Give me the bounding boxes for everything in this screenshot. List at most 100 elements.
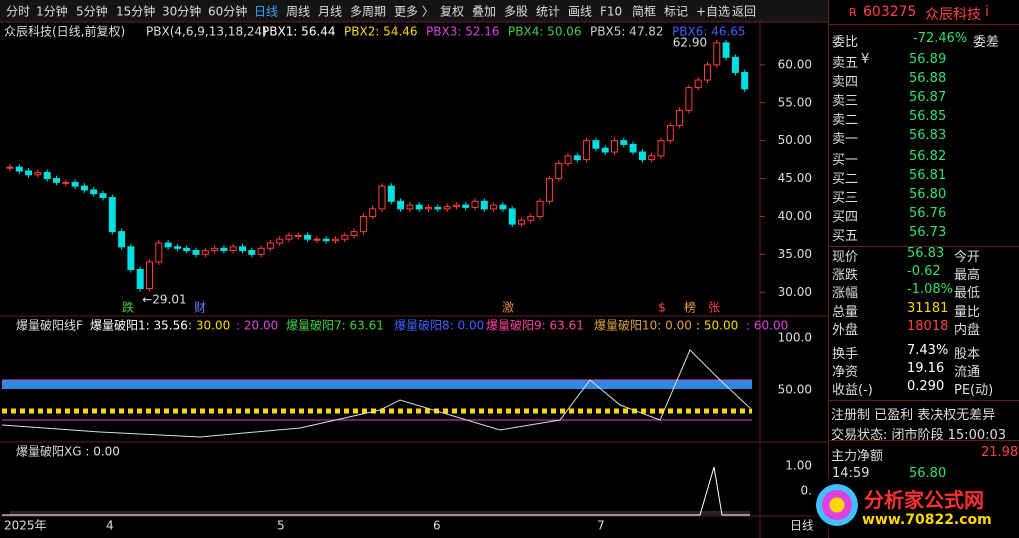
toolbar-button[interactable]: 多股 (504, 5, 528, 19)
low-label: ←29.01 (142, 292, 186, 306)
stat-right: 内盘 (954, 322, 981, 338)
candle (583, 140, 591, 161)
stat-label: 总量 (832, 304, 859, 320)
high-label: 62.90 (673, 35, 707, 49)
candle (490, 204, 498, 210)
chart-title: 众辰科技(日线,前复权) (4, 24, 125, 39)
candle (322, 238, 330, 242)
stat-label: 净资 (832, 365, 859, 381)
quote-panel: R 603275 众辰科技 i 委比 -72.46% 委差 卖五 ¥56.89 卖四 56.88 卖三… (828, 0, 1019, 538)
event-marker: 榜 (684, 300, 696, 315)
toolbar-button[interactable]: 5分钟 (76, 4, 108, 19)
stat-label: 涨跌 (832, 268, 859, 284)
book-price: 56.85 (909, 109, 947, 124)
indicator-value: PBX2: 54.46 (344, 25, 418, 39)
candle (666, 125, 674, 142)
separator (829, 400, 1019, 401)
toolbar-button[interactable]: 月线 (318, 5, 342, 19)
candle (25, 170, 33, 176)
candle (611, 140, 618, 153)
net-label: 主力净额 (831, 449, 884, 464)
candle (173, 246, 181, 249)
watermark-logo (816, 484, 858, 526)
candle (71, 181, 79, 187)
candle (108, 197, 116, 233)
time-label: 5 (277, 519, 285, 533)
candle (313, 238, 321, 241)
candle (350, 231, 358, 236)
indicator-value: PBX3: 52.16 (426, 25, 500, 39)
stat-value: 0.290 (907, 379, 945, 395)
event-marker: $ (658, 301, 666, 315)
toolbar-button[interactable]: 标记 (664, 5, 688, 19)
pane-value: : 20.00 (236, 319, 278, 333)
stat-right: 最低 (954, 286, 981, 302)
toolbar-button[interactable]: 多周期 (350, 5, 386, 19)
indicator-value: PBX1: 56.44 (262, 25, 336, 39)
pane-value: 爆量破阳7: 63.61 (286, 318, 384, 333)
stock-name: 众辰科技 (925, 7, 981, 23)
candle (648, 155, 656, 161)
time-label: 日线 (790, 519, 814, 533)
separator (829, 24, 1019, 25)
candle (555, 162, 563, 180)
toolbar-button[interactable]: 叠加 (472, 5, 496, 19)
candle (164, 242, 172, 248)
candle (731, 56, 739, 73)
book-label: 卖二 (832, 113, 859, 128)
book-price: 56.81 (909, 168, 947, 183)
candle (499, 204, 507, 210)
candle (564, 155, 572, 164)
row-right: 委差 (973, 35, 1000, 50)
candle (276, 238, 284, 244)
stat-label: 现价 (832, 250, 859, 265)
y-tick-label: 45.00 (778, 171, 812, 185)
toolbar-button[interactable]: 简框 (632, 5, 656, 19)
pane-name: 爆量破阳XG : 0.00 (16, 444, 120, 459)
candle (15, 166, 23, 172)
pane-value: : 30.00 (188, 319, 230, 333)
candle (369, 208, 377, 217)
y-tick-label: 30.00 (778, 285, 812, 299)
candle (415, 204, 423, 210)
candle (257, 247, 265, 255)
toolbar-button[interactable]: +自选 (696, 5, 730, 19)
net-value: 21.98 (981, 445, 1019, 460)
event-marker: 张 (708, 301, 720, 315)
toolbar-button[interactable]: 15分钟 (116, 4, 155, 19)
book-extra: ¥ (861, 52, 870, 67)
book-price: 56.76 (909, 206, 947, 221)
candle (127, 246, 135, 271)
oscillator-line (1, 349, 751, 438)
candle (397, 200, 405, 210)
stat-label: 涨幅 (832, 286, 859, 302)
indicator-value: PBX5: 47.82 (590, 25, 664, 39)
candle (425, 206, 432, 210)
book-price: 56.87 (909, 90, 947, 105)
book-label: 卖三 (832, 94, 859, 109)
toolbar-button[interactable]: F10 (600, 5, 622, 19)
candle (90, 189, 98, 195)
toolbar-button[interactable]: 统计 (536, 5, 560, 19)
candle (136, 269, 144, 289)
stat-value: 19.16 (907, 361, 945, 377)
toolbar-button[interactable]: 日线 (254, 5, 278, 19)
toolbar-button[interactable]: 复权 (440, 5, 464, 19)
tick-price: 56.80 (909, 466, 947, 481)
book-label: 买三 (832, 191, 859, 206)
toolbar-button[interactable]: 周线 (286, 5, 310, 19)
candle (146, 261, 153, 289)
toolbar-button[interactable]: 60分钟 (208, 4, 247, 19)
toolbar-button[interactable]: 返回 (732, 5, 756, 19)
toolbar-button[interactable]: 30分钟 (162, 4, 201, 19)
time-label: 4 (106, 519, 114, 533)
toolbar-button[interactable]: 更多 〉 (394, 5, 434, 19)
toolbar-button[interactable]: 画线 (568, 5, 592, 19)
toolbar-button[interactable]: 分时 (6, 5, 30, 19)
toolbar-button[interactable]: 1分钟 (36, 4, 68, 19)
candle (741, 71, 749, 90)
book-price: 56.88 (909, 71, 947, 86)
candle (471, 200, 479, 208)
candle (694, 79, 702, 89)
candle (592, 140, 600, 149)
